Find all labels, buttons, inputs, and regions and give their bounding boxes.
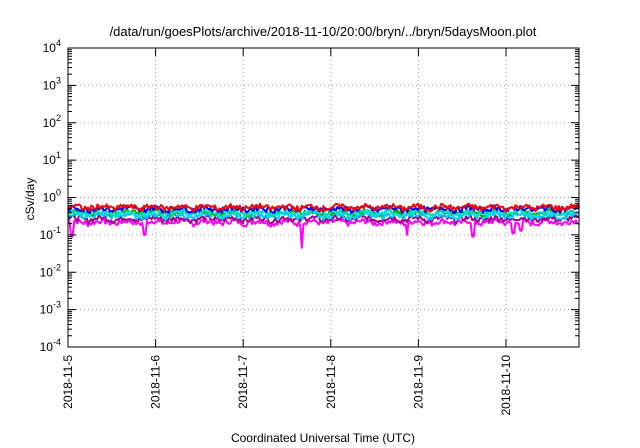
x-tick-label: 2018-11-7 — [236, 355, 250, 409]
y-tick-label: 10-3 — [40, 300, 61, 317]
y-tick-label: 103 — [43, 75, 61, 92]
y-tick-label: 101 — [43, 150, 61, 167]
x-tick-label: 2018-11-5 — [61, 355, 75, 409]
x-tick-label: 2018-11-6 — [149, 355, 163, 409]
series-line — [67, 217, 580, 249]
y-tick-label: 10-1 — [40, 225, 61, 242]
y-axis-label: cSv/day — [23, 178, 37, 221]
axis-ticks: 10-4 10-3 10-2 10-1 100 101 102 103 104 2018-11-5… — [40, 38, 579, 416]
series-line — [67, 202, 580, 213]
y-tick-label: 10-4 — [40, 337, 61, 354]
series-lines — [67, 202, 580, 249]
x-tick-label: 2018-11-8 — [324, 355, 338, 409]
chart-title: /data/run/goesPlots/archive/2018-11-10/2… — [110, 24, 537, 39]
y-tick-label: 104 — [43, 38, 61, 55]
x-axis-label: Coordinated Universal Time (UTC) — [231, 431, 415, 445]
series-line — [67, 204, 580, 215]
y-tick-label: 10-2 — [40, 262, 61, 279]
y-tick-label: 102 — [43, 113, 61, 130]
x-tick-label: 2018-11-9 — [411, 355, 425, 409]
y-tick-label: 100 — [43, 188, 61, 205]
x-tick-label: 2018-11-10 — [499, 355, 513, 416]
grid — [68, 48, 579, 347]
